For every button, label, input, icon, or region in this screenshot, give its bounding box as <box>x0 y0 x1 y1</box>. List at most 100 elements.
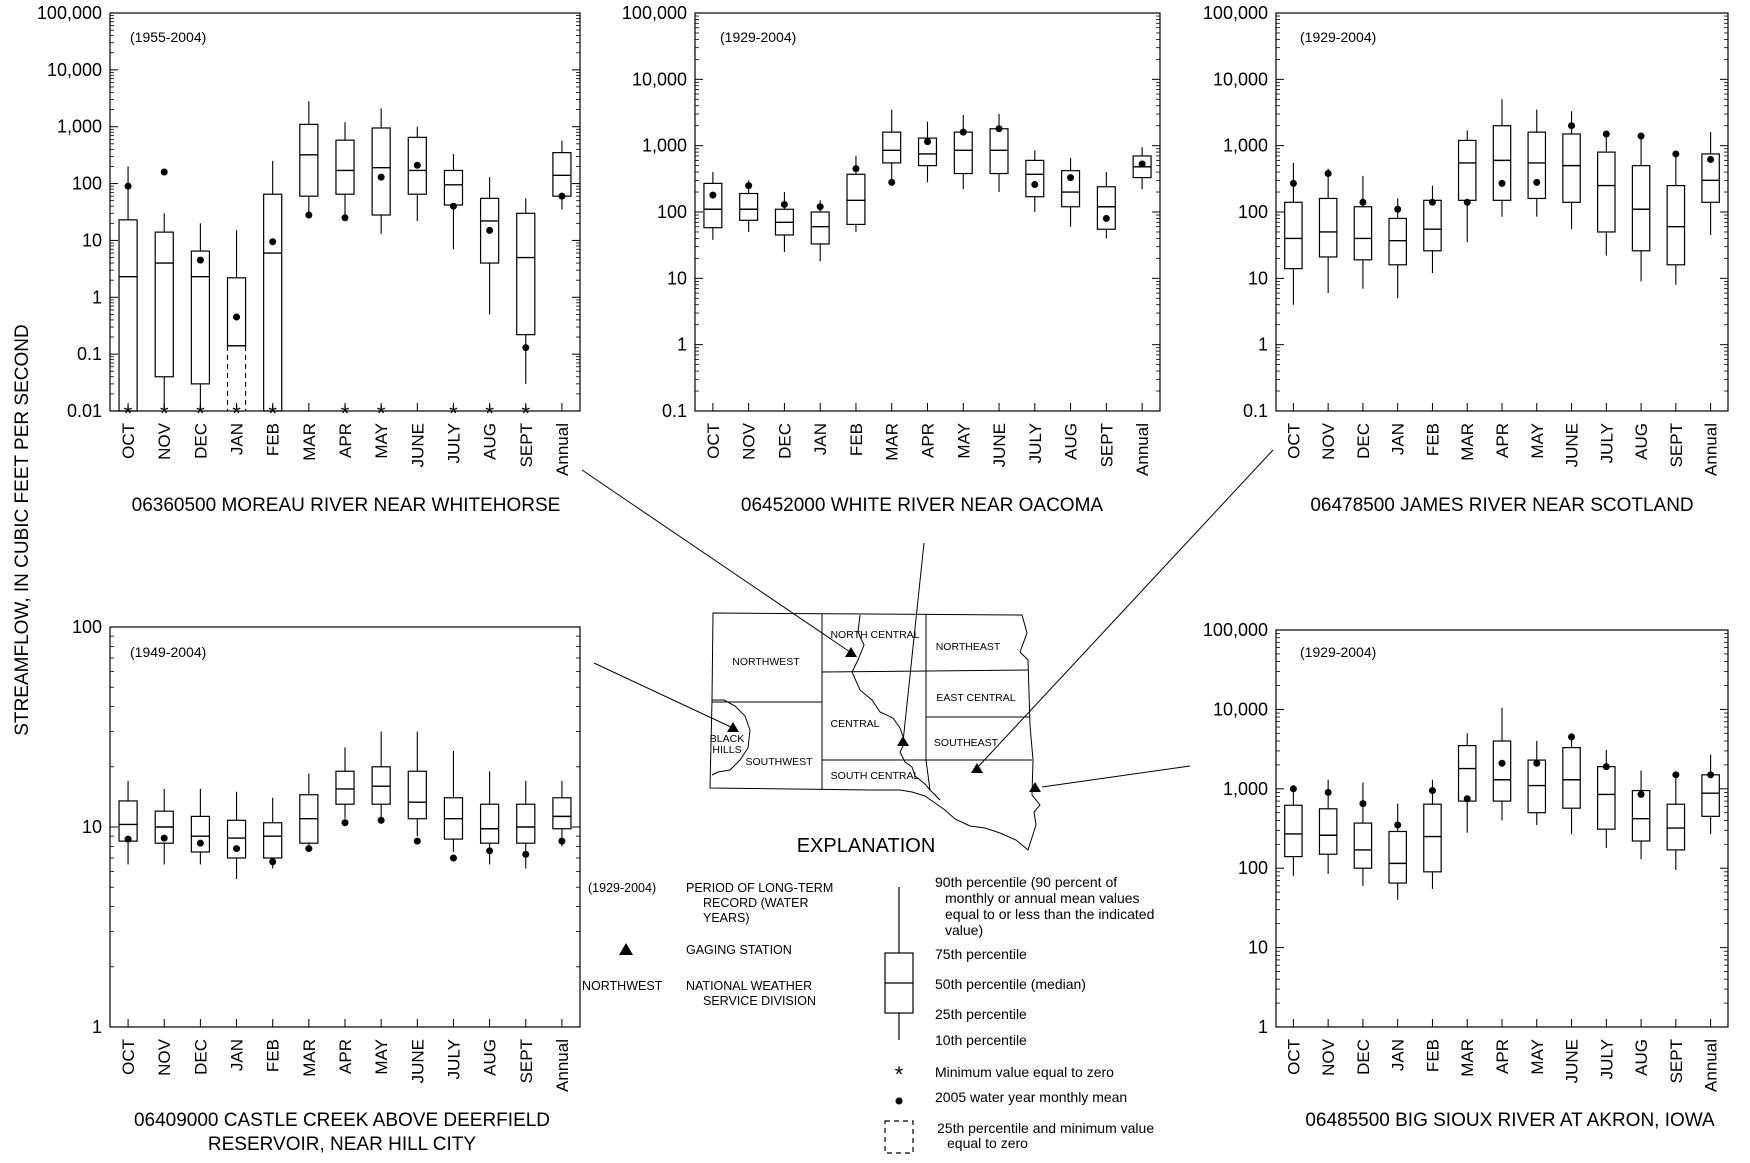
legend-period-desc-1: PERIOD OF LONG-TERM <box>686 881 833 895</box>
box-body <box>335 770 355 805</box>
x-tick-label: SEPT <box>1097 423 1116 467</box>
wy2005-dot <box>1428 198 1436 206</box>
x-tick-label: AUG <box>481 1039 500 1076</box>
legend-dashed-2: equal to zero <box>947 1135 1028 1151</box>
x-tick-label: DEC <box>191 423 210 459</box>
box-body <box>1061 170 1081 208</box>
box-body <box>407 770 427 820</box>
box-body <box>118 800 138 842</box>
y-tick-label: 10 <box>667 268 687 288</box>
panel-castle: 1 10 100 (1949-2004) OCT NOV DEC JAN FEB MAR APR MA… <box>72 617 581 1155</box>
box-dec: DEC <box>1353 782 1373 1075</box>
box-mar: MAR <box>299 773 319 1077</box>
wy2005-dot <box>196 839 204 847</box>
box-body <box>1527 131 1547 200</box>
panel-title: 06478500 JAMES RIVER NEAR SCOTLAND <box>1310 495 1693 516</box>
min-zero-asterisk: * <box>196 401 205 426</box>
box-sept: SEPT <box>516 780 536 1083</box>
wy2005-dot <box>558 192 566 200</box>
map-label-northwest: NORTHWEST <box>732 656 800 668</box>
box-jan: JAN <box>810 200 830 455</box>
box-feb: FEB <box>846 155 866 456</box>
x-tick-label: OCT <box>119 1039 138 1075</box>
y-tick-label: 1 <box>92 1017 102 1037</box>
box-mar: MAR <box>1457 130 1477 461</box>
box-may: MAY <box>1527 740 1547 1075</box>
x-tick-label: FEB <box>847 423 866 456</box>
x-tick-label: JULY <box>1597 1039 1616 1079</box>
box-sept: *SEPT <box>516 198 536 467</box>
x-tick-label: MAY <box>954 423 973 459</box>
x-tick-label: JUNE <box>408 1039 427 1083</box>
y-tick-label: 100 <box>72 617 102 637</box>
panel-title: 06485500 BIG SIOUX RIVER AT AKRON, IOWA <box>1305 1110 1715 1131</box>
x-tick-label: FEB <box>1423 423 1442 456</box>
box-body <box>1423 199 1442 252</box>
wy2005-dot <box>305 845 313 853</box>
station-moreau-marker <box>845 647 857 657</box>
box-aug: *AUG <box>479 177 500 460</box>
wy2005-dot <box>1498 759 1506 767</box>
box-body <box>407 136 427 195</box>
box-body <box>703 182 723 229</box>
x-tick-label: JAN <box>1389 1039 1408 1071</box>
station-james-marker <box>971 763 983 773</box>
black-hills-outline <box>711 699 751 776</box>
panel-title-line2: RESERVOIR, NEAR HILL CITY <box>208 1134 477 1155</box>
wy2005-dot <box>1672 771 1680 779</box>
min-zero-asterisk: * <box>160 401 169 426</box>
box-feb: FEB <box>263 797 283 1072</box>
box-nov: NOV <box>739 180 759 460</box>
box-body <box>1096 186 1116 230</box>
box-july: JULY <box>443 750 463 1079</box>
box-may: *MAY <box>371 108 391 459</box>
wy2005-dot <box>1394 821 1402 829</box>
wy2005-dot <box>1498 179 1506 187</box>
x-tick-label: APR <box>336 1039 355 1074</box>
x-tick-label: JULY <box>444 423 463 463</box>
box-body <box>1562 133 1581 203</box>
x-tick-label: JAN <box>228 423 247 455</box>
map-label-black-hills-1: BLACK <box>710 733 744 745</box>
y-tick-label: 100 <box>1238 202 1268 222</box>
x-tick-label: JULY <box>1026 423 1045 463</box>
legend-boxplot-icon <box>884 887 914 1040</box>
box-july: JULY <box>1597 749 1616 1079</box>
x-tick-label: Annual <box>553 1039 572 1092</box>
box-body <box>190 815 211 853</box>
leader-line-white <box>902 542 925 743</box>
map-label-north-central: NORTH CENTRAL <box>830 629 919 641</box>
wy2005-dot <box>1602 763 1610 771</box>
y-tick-label: 0.1 <box>77 344 102 364</box>
box-jan: *JAN <box>226 230 247 455</box>
x-tick-label: JUNE <box>408 423 427 467</box>
box-body <box>516 803 536 844</box>
box-annual: Annual <box>1701 132 1721 476</box>
box-body <box>1701 153 1720 203</box>
wy2005-dot <box>1463 795 1471 803</box>
x-tick-label: FEB <box>264 423 283 456</box>
y-tick-label: 1,000 <box>57 117 102 137</box>
y-tick-label: 10 <box>1248 938 1268 958</box>
box-oct: OCT <box>703 172 723 459</box>
legend-p90-2: monthly or annual mean values <box>945 890 1140 906</box>
map-labels: NORTHWEST NORTH CENTRAL NORTHEAST EAST C… <box>710 629 1016 782</box>
x-tick-label: MAR <box>1458 1039 1477 1077</box>
x-tick-label: FEB <box>264 1039 283 1072</box>
box-body <box>263 822 283 859</box>
min-zero-asterisk: * <box>341 401 350 426</box>
wy2005-dot <box>196 256 204 264</box>
wy2005-dot <box>160 834 168 842</box>
box-july: JULY <box>1025 150 1045 463</box>
y-tick-label: 100 <box>72 174 102 194</box>
x-tick-label: Annual <box>1702 423 1721 476</box>
box-apr: *APR <box>335 122 355 458</box>
box-dec: *DEC <box>190 223 210 459</box>
box-body <box>1388 217 1407 266</box>
x-tick-label: JULY <box>444 1039 463 1079</box>
box-mar: MAR <box>1457 733 1477 1077</box>
wy2005-dot <box>816 203 824 211</box>
x-tick-label: JULY <box>1597 423 1616 463</box>
box-feb: *FEB <box>263 160 283 456</box>
box-june: JUNE <box>407 731 427 1083</box>
